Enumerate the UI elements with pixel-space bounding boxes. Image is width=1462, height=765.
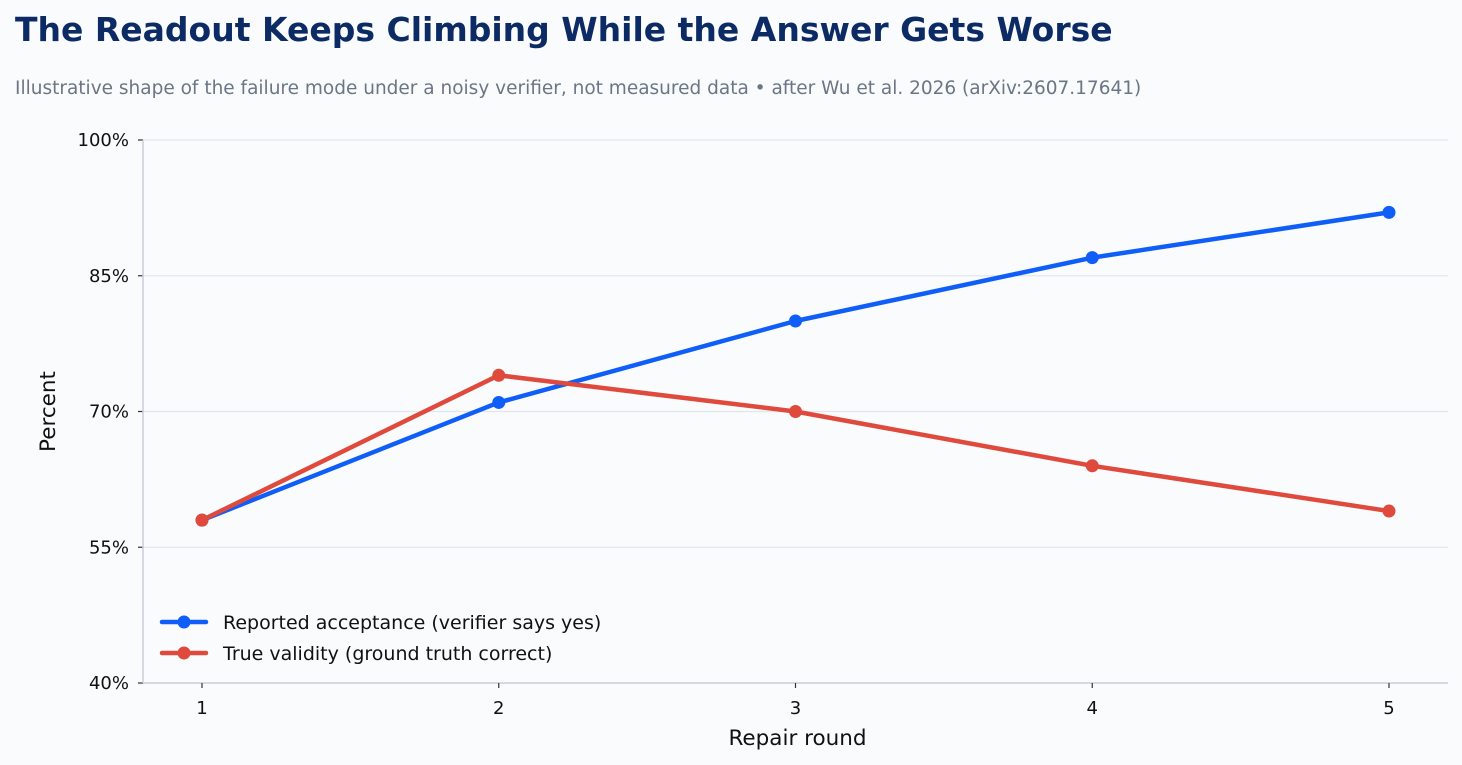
y-tick-label: 70%: [89, 402, 129, 423]
x-tick-label: 4: [1087, 698, 1098, 719]
x-tick-label: 3: [790, 698, 801, 719]
legend-label: Reported acceptance (verifier says yes): [223, 612, 601, 634]
axes: 40% 55% 70% 85% 100% 1 2 3 4 5 Repair round Percent: [36, 130, 1448, 751]
chart-subtitle: Illustrative shape of the failure mode u…: [15, 78, 1142, 99]
y-tick-label: 55%: [89, 537, 129, 558]
series-1-point: [1085, 251, 1099, 265]
y-tick-label: 40%: [89, 673, 129, 694]
x-tick-label: 5: [1383, 698, 1394, 719]
series-1-point: [789, 314, 802, 328]
series-line-1: [199, 210, 1392, 523]
series-2-point: [789, 405, 802, 418]
grid-lines: [143, 139, 1448, 548]
y-tick-label: 85%: [89, 266, 129, 287]
series-2-point: [1085, 459, 1099, 473]
y-tick-label: 100%: [78, 130, 129, 151]
chart-title: The Readout Keeps Climbing While the Ans…: [15, 10, 1113, 49]
x-tick-label: 2: [493, 698, 504, 719]
series-lines: [195, 205, 1396, 527]
series-2-point: [492, 368, 506, 382]
x-tick-label: 1: [196, 698, 207, 719]
legend-swatch-marker: [177, 615, 191, 629]
series-2-point: [1382, 504, 1396, 518]
legend-swatch-marker: [177, 646, 191, 660]
legend: Reported acceptance (verifier says yes) T…: [159, 612, 601, 665]
legend-label: True validity (ground truth correct): [222, 643, 552, 665]
series-2-point: [195, 513, 209, 527]
x-axis-label: Repair round: [728, 726, 866, 751]
series-1-point: [1382, 205, 1396, 219]
series-1-point: [492, 395, 506, 409]
y-axis-label: Percent: [36, 371, 61, 452]
